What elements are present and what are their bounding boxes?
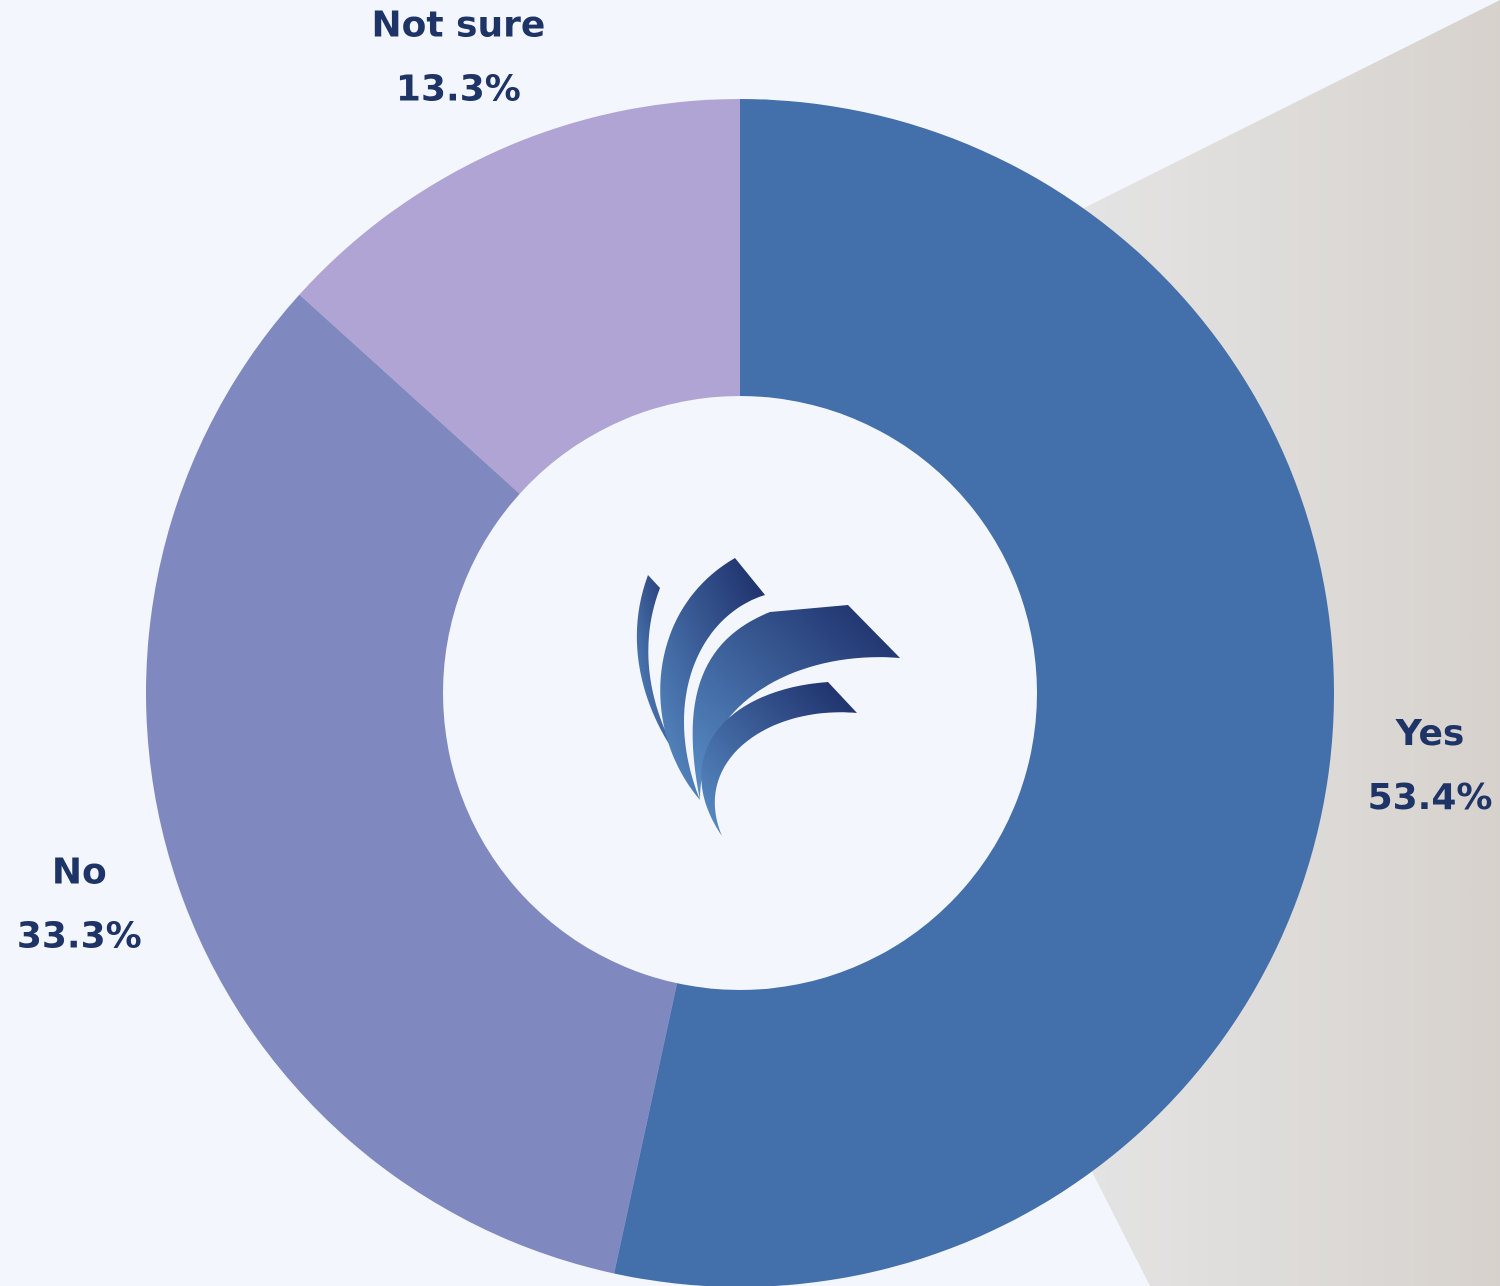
logo-arc [636,575,680,760]
slice [145,294,740,1274]
logo-arc [692,605,900,800]
logo [636,558,900,836]
value-label: 33.3% [17,915,142,956]
logo-arc [660,558,765,800]
logo-arc [701,682,857,836]
value-label: 13.3% [396,69,521,110]
labels: Yes 53.4% No 33.3% Not sure 13.3% [17,5,1493,957]
slice-label: No [52,851,107,892]
slice-label: Not sure [371,5,545,46]
value-label: 53.4% [1368,777,1493,818]
slice-label: Yes [1395,713,1465,754]
